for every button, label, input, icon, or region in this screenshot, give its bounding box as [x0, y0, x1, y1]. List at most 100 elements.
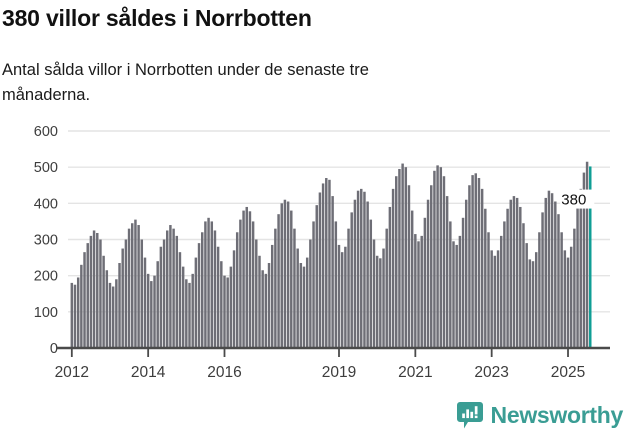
bar — [220, 261, 223, 348]
bar — [458, 235, 462, 348]
bar — [445, 196, 449, 348]
bar — [328, 179, 331, 348]
bar — [531, 261, 535, 348]
bar — [391, 188, 395, 348]
bar — [337, 244, 341, 348]
bar — [363, 191, 366, 348]
bar — [426, 199, 430, 348]
bar — [175, 235, 179, 348]
bar — [251, 221, 255, 348]
bar — [248, 211, 252, 348]
bar — [471, 175, 474, 348]
bar — [442, 176, 446, 348]
bar — [286, 201, 290, 348]
bar — [563, 250, 567, 348]
bar — [372, 239, 376, 348]
bar — [191, 273, 194, 348]
bar — [159, 246, 163, 348]
bar — [573, 228, 576, 348]
bar — [569, 246, 573, 348]
bar — [108, 282, 112, 348]
bar — [105, 270, 109, 348]
bar — [468, 185, 471, 348]
bar — [398, 168, 401, 348]
bar — [541, 212, 544, 349]
bar — [305, 257, 309, 348]
bar — [395, 176, 398, 348]
highlighted-bar — [589, 166, 592, 348]
bar — [534, 252, 538, 348]
bar — [538, 232, 541, 348]
bar — [528, 259, 532, 348]
bar — [455, 244, 458, 348]
bar — [506, 208, 509, 348]
bar — [417, 241, 420, 348]
bar — [560, 232, 563, 348]
y-axis-tick-label: 600 — [34, 124, 58, 140]
bar — [490, 250, 493, 348]
bar — [554, 201, 557, 348]
bar — [375, 255, 379, 348]
bar — [143, 257, 147, 348]
bar — [433, 170, 436, 348]
bar — [216, 246, 220, 348]
bar — [229, 266, 233, 349]
bar — [461, 217, 465, 348]
bar — [124, 239, 128, 348]
y-axis-tick-label: 300 — [34, 233, 58, 249]
bar — [474, 173, 477, 348]
bar — [258, 255, 261, 348]
bar — [245, 206, 248, 348]
bar — [96, 232, 99, 348]
bar — [207, 217, 210, 348]
bar — [150, 281, 153, 348]
bar — [140, 239, 144, 348]
bar — [83, 252, 86, 348]
bar — [503, 221, 506, 348]
bar — [579, 188, 582, 348]
bar — [382, 248, 385, 348]
chart-subtitle: Antal sålda villor i Norrbotten under de… — [2, 61, 369, 104]
bar — [137, 225, 140, 348]
bar — [232, 250, 236, 348]
newsworthy-logo[interactable]: Newsworthy — [456, 402, 623, 429]
bar — [401, 163, 404, 348]
bar — [404, 167, 408, 348]
bar — [544, 197, 547, 348]
x-axis-tick-label: 2021 — [398, 364, 432, 381]
bar — [340, 252, 344, 348]
bar — [267, 263, 271, 348]
bar — [344, 246, 347, 348]
bar — [118, 263, 121, 348]
bar — [261, 270, 264, 348]
bar — [484, 208, 487, 348]
bar — [255, 239, 258, 348]
bar — [566, 257, 570, 348]
bar — [522, 223, 525, 348]
bar — [414, 234, 417, 348]
bar — [369, 219, 373, 348]
bar — [99, 239, 102, 348]
bar — [509, 199, 512, 348]
bar — [353, 199, 357, 348]
bar — [439, 167, 443, 348]
bar — [235, 232, 239, 348]
bar — [487, 232, 490, 348]
bar-chart-bubble-icon — [456, 402, 483, 429]
bar — [331, 196, 334, 348]
bar — [242, 210, 245, 348]
bar — [519, 206, 522, 348]
bar — [407, 185, 411, 348]
bar — [309, 239, 312, 348]
bar — [204, 221, 207, 348]
page-title: 380 villor såldes i Norrbotten — [2, 5, 312, 31]
bar — [86, 243, 89, 348]
bar — [379, 258, 382, 348]
bar — [162, 239, 166, 348]
bar — [464, 199, 468, 348]
bar — [293, 228, 296, 348]
bar-chart: 0 100 200 300 400 500 600 2012 2014 2016 2019 2021 2… — [34, 124, 610, 381]
bar — [499, 235, 503, 348]
bar — [557, 214, 560, 348]
